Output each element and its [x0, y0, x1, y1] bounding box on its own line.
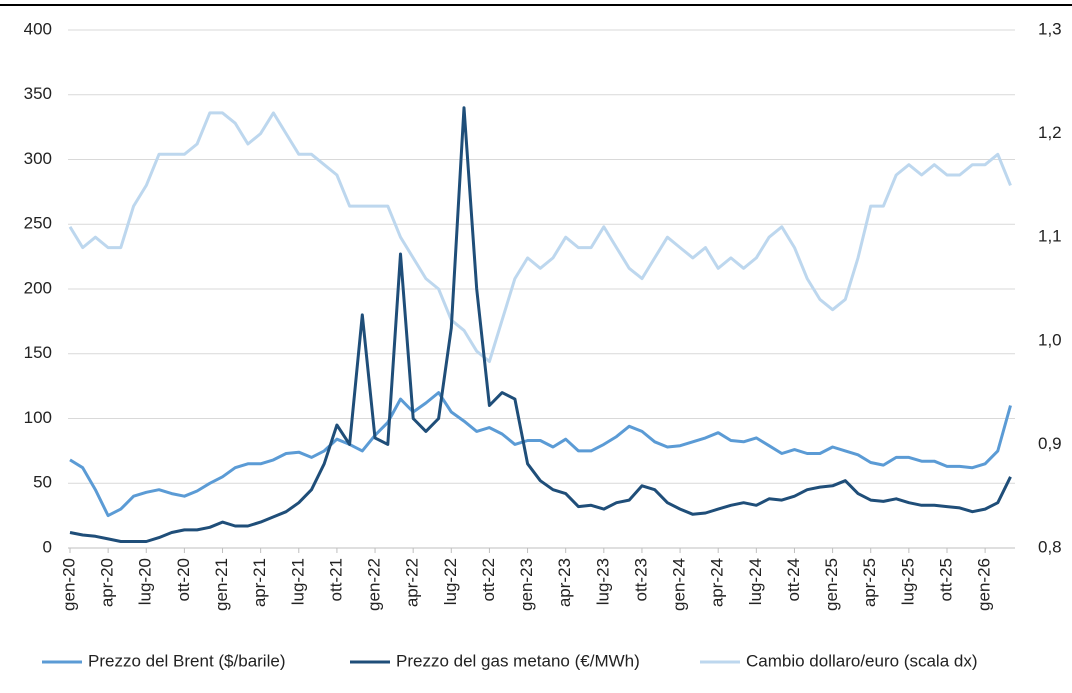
x-tick-label: ott-20 — [174, 558, 193, 601]
y2-tick-label: 1,3 — [1038, 19, 1062, 38]
x-tick-label: apr-21 — [250, 558, 269, 607]
x-tick-label: apr-20 — [98, 558, 117, 607]
y-tick-label: 350 — [24, 84, 52, 103]
y-tick-label: 50 — [33, 473, 52, 492]
y2-tick-label: 1,1 — [1038, 227, 1062, 246]
x-tick-label: gen-26 — [975, 558, 994, 611]
y-tick-label: 300 — [24, 149, 52, 168]
x-tick-label: apr-22 — [403, 558, 422, 607]
x-tick-label: lug-22 — [441, 558, 460, 605]
x-tick-label: apr-24 — [708, 558, 727, 607]
y2-tick-label: 1,0 — [1038, 330, 1062, 349]
x-tick-label: gen-24 — [670, 558, 689, 611]
x-tick-label: apr-25 — [860, 558, 879, 607]
x-tick-label: gen-25 — [822, 558, 841, 611]
series-line — [69, 391, 1012, 518]
y-tick-label: 150 — [24, 343, 52, 362]
series-line — [69, 106, 1012, 543]
x-tick-label: lug-24 — [746, 558, 765, 605]
series-line — [68, 111, 1012, 363]
y-tick-label: 100 — [24, 408, 52, 427]
y-tick-label: 0 — [43, 537, 52, 556]
y2-tick-label: 0,9 — [1038, 434, 1062, 453]
legend-label: Prezzo del gas metano (€/MWh) — [396, 651, 640, 670]
x-tick-label: apr-23 — [555, 558, 574, 607]
y-tick-label: 250 — [24, 214, 52, 233]
x-tick-label: lug-23 — [593, 558, 612, 605]
y2-tick-label: 1,2 — [1038, 123, 1062, 142]
x-tick-label: gen-20 — [59, 558, 78, 611]
x-tick-label: ott-25 — [936, 558, 955, 601]
x-tick-label: gen-22 — [365, 558, 384, 611]
legend-label: Prezzo del Brent ($/barile) — [88, 651, 285, 670]
legend-label: Cambio dollaro/euro (scala dx) — [746, 651, 978, 670]
y-tick-label: 400 — [24, 19, 52, 38]
x-tick-label: ott-24 — [784, 558, 803, 601]
x-tick-label: gen-23 — [517, 558, 536, 611]
y2-tick-label: 0,8 — [1038, 537, 1062, 556]
x-tick-label: lug-21 — [288, 558, 307, 605]
y-tick-label: 200 — [24, 278, 52, 297]
x-tick-label: lug-20 — [136, 558, 155, 605]
x-tick-label: lug-25 — [898, 558, 917, 605]
x-tick-label: ott-23 — [631, 558, 650, 601]
x-tick-label: ott-22 — [479, 558, 498, 601]
x-tick-label: gen-21 — [212, 558, 231, 611]
x-tick-label: ott-21 — [326, 558, 345, 601]
